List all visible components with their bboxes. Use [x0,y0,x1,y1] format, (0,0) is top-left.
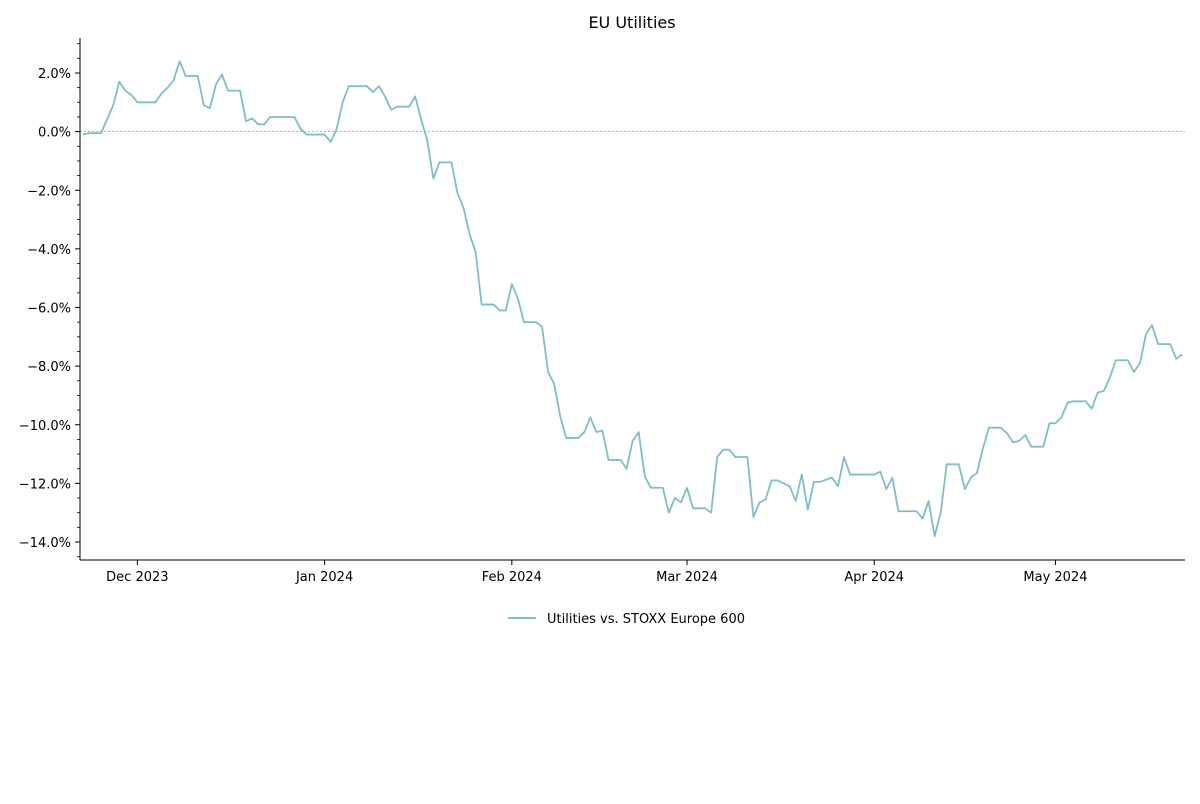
chart-title: EU Utilities [588,13,675,32]
y-axis-ticks: 2.0% 0.0% −2.0% −4.0% −6.0% −8.0% −10.0% −12.0%… [19,43,80,558]
y-tick-label: −12.0% [19,477,71,492]
series-layer [82,60,1183,538]
x-tick-label: Mar 2024 [656,570,718,585]
y-tick-label: −8.0% [27,360,71,375]
legend: Utilities vs. STOXX Europe 600 [508,612,745,627]
y-tick-label: −6.0% [27,302,71,317]
x-axis-ticks: Dec 2023 Jan 2024 Feb 2024 Mar 2024 Apr 2024… [106,560,1087,585]
x-tick-label: May 2024 [1023,570,1087,585]
y-tick-label: −2.0% [27,184,71,199]
legend-label: Utilities vs. STOXX Europe 600 [547,612,745,627]
x-tick-label: Apr 2024 [844,570,904,585]
y-tick-label: −10.0% [19,419,71,434]
series-line-0 [82,60,1183,538]
x-tick-label: Feb 2024 [482,570,542,585]
y-tick-label: 0.0% [38,126,71,141]
x-tick-label: Jan 2024 [295,570,353,585]
x-tick-label: Dec 2023 [106,570,168,585]
y-tick-label: −14.0% [19,536,71,551]
y-tick-label: −4.0% [27,243,71,258]
y-tick-label: 2.0% [38,67,71,82]
